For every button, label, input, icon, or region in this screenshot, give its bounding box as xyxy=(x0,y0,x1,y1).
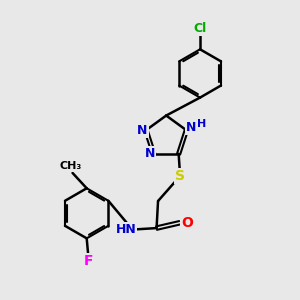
Text: H: H xyxy=(197,119,206,129)
Text: CH₃: CH₃ xyxy=(60,161,82,172)
Text: S: S xyxy=(175,169,185,183)
Text: N: N xyxy=(186,121,196,134)
Text: O: O xyxy=(181,216,193,230)
Text: HN: HN xyxy=(116,223,136,236)
Text: N: N xyxy=(137,124,148,137)
Text: F: F xyxy=(83,254,93,268)
Text: N: N xyxy=(145,147,155,161)
Text: Cl: Cl xyxy=(194,22,207,34)
